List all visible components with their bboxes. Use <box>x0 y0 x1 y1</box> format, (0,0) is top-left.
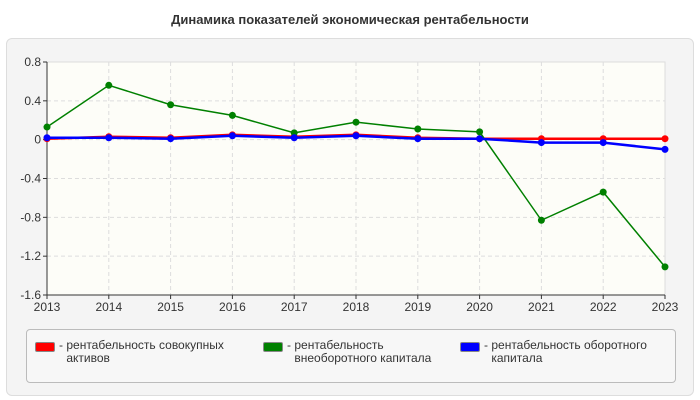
x-tick-label: 2017 <box>281 300 308 314</box>
data-point <box>661 135 669 143</box>
data-point <box>537 216 545 224</box>
data-point <box>43 123 51 131</box>
data-point <box>414 135 422 143</box>
x-tick-label: 2018 <box>343 300 370 314</box>
data-point <box>290 129 298 137</box>
x-tick-label: 2014 <box>95 300 122 314</box>
data-point <box>105 81 113 89</box>
data-point <box>599 188 607 196</box>
legend-dash: - <box>484 338 488 352</box>
data-point <box>476 135 484 143</box>
data-point <box>105 134 113 142</box>
legend-swatch <box>35 342 55 352</box>
data-point <box>167 135 175 143</box>
legend: - рентабельность совокупных активов - ре… <box>26 329 676 383</box>
data-point <box>352 132 360 140</box>
x-tick-label: 2022 <box>590 300 617 314</box>
legend-item-assets: - рентабельность совокупных активов <box>35 339 250 365</box>
legend-swatch <box>460 342 480 352</box>
y-tick-label: 0 <box>34 133 41 147</box>
x-tick-label: 2015 <box>157 300 184 314</box>
x-tick-label: 2023 <box>652 300 679 314</box>
data-point <box>599 139 607 147</box>
x-tick-label: 2013 <box>34 300 61 314</box>
y-tick-label: -0.4 <box>20 172 41 186</box>
y-tick-label: -1.2 <box>20 249 41 263</box>
legend-dash: - <box>287 338 291 352</box>
legend-label: рентабельность совокупных активов <box>66 338 224 365</box>
data-point <box>43 134 51 142</box>
data-point <box>414 125 422 133</box>
data-point <box>290 134 298 142</box>
data-point <box>661 145 669 153</box>
legend-label: рентабельность внеоборотного капитала <box>294 338 432 365</box>
data-point <box>661 263 669 271</box>
y-tick-label: 0.8 <box>24 55 41 69</box>
legend-label: рентабельность оборотного капитала <box>491 338 647 365</box>
data-point <box>228 132 236 140</box>
y-tick-label: 0.4 <box>24 94 41 108</box>
data-point <box>167 101 175 109</box>
data-point <box>537 139 545 147</box>
legend-item-current: - рентабельность оборотного капитала <box>460 339 675 365</box>
chart-title: Динамика показателей экономическая рента… <box>171 12 529 27</box>
y-tick-label: -1.6 <box>20 288 41 302</box>
legend-swatch <box>263 342 283 352</box>
y-tick-label: -0.8 <box>20 210 41 224</box>
legend-item-noncurrent: - рентабельность внеоборотного капитала <box>263 339 433 365</box>
x-tick-label: 2016 <box>219 300 246 314</box>
x-tick-label: 2021 <box>528 300 555 314</box>
x-tick-label: 2020 <box>466 300 493 314</box>
data-point <box>476 128 484 136</box>
data-point <box>352 118 360 126</box>
legend-dash: - <box>59 338 63 352</box>
data-point <box>228 111 236 119</box>
x-tick-label: 2019 <box>404 300 431 314</box>
